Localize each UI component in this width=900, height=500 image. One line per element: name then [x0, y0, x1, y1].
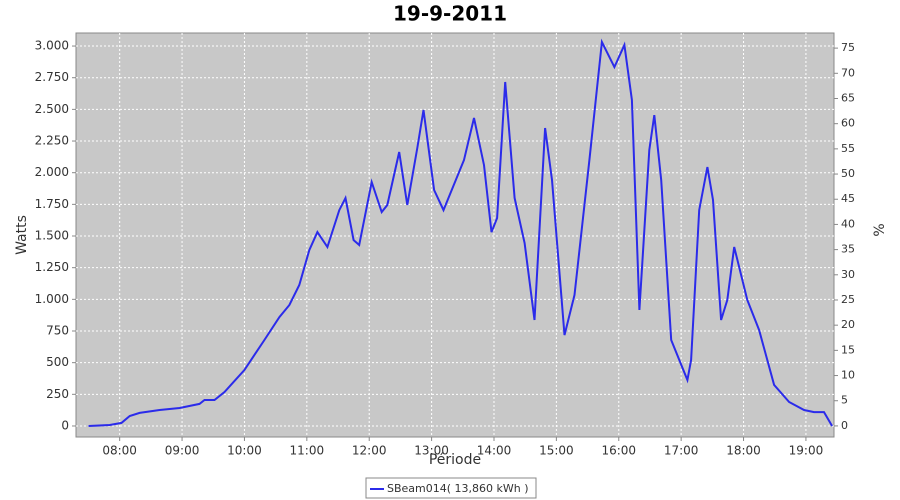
y-tick-label: 2.500	[35, 102, 69, 116]
x-tick-label: 19:00	[789, 444, 824, 458]
x-tick-label: 09:00	[165, 444, 200, 458]
y2-tick-label: 50	[841, 167, 855, 180]
x-tick-label: 13:00	[414, 444, 449, 458]
data-line	[88, 38, 833, 427]
x-tick-label: 15:00	[539, 444, 574, 458]
y2-tick-label: 55	[841, 142, 855, 155]
y-tick-label: 1.000	[35, 292, 69, 306]
y2-tick-label: 60	[841, 117, 855, 130]
y2-tick-label: 25	[841, 293, 855, 306]
x-tick-label: 08:00	[102, 444, 137, 458]
y2-tick-label: 75	[841, 41, 855, 54]
y2-tick-label: 70	[841, 66, 855, 79]
x-tick-label: 11:00	[290, 444, 325, 458]
y-tick-label: 500	[46, 355, 69, 369]
x-tick-label: 12:00	[352, 444, 387, 458]
y-tick-label: 1.250	[35, 260, 69, 274]
plot-area	[75, 32, 835, 438]
y-tick-label: 2.250	[35, 134, 69, 148]
y2-tick-label: 15	[841, 343, 855, 356]
y-tick-label: 250	[46, 387, 69, 401]
y-tick-label: 750	[46, 323, 69, 337]
y2-tick-label: 40	[841, 217, 855, 230]
y-tick-label: 2.750	[35, 70, 69, 84]
x-tick-label: 16:00	[601, 444, 636, 458]
y2-tick-label: 45	[841, 192, 855, 205]
y2-tick-label: 35	[841, 243, 855, 256]
y2-tick-label: 10	[841, 369, 855, 382]
y2-tick-label: 5	[841, 394, 848, 407]
x-axis-label: Période	[429, 452, 481, 468]
legend	[365, 477, 537, 499]
y2-axis-label: %	[872, 223, 888, 236]
x-tick-label: 17:00	[664, 444, 699, 458]
y-tick-label: 1.750	[35, 197, 69, 211]
y-tick-label: 2.000	[35, 165, 69, 179]
y2-tick-label: 30	[841, 268, 855, 281]
y-axis-label: Watts	[14, 215, 30, 255]
chart-title: 19-9-2011	[393, 2, 507, 26]
x-tick-label: 10:00	[227, 444, 262, 458]
y-tick-label: 3.000	[35, 39, 69, 53]
x-tick-label: 14:00	[477, 444, 512, 458]
y2-tick-label: 20	[841, 318, 855, 331]
x-tick-label: 18:00	[726, 444, 761, 458]
legend-label: SBeam014( 13,860 kWh )	[387, 482, 529, 495]
y-tick-label: 1.500	[35, 229, 69, 243]
y2-tick-label: 0	[841, 419, 848, 432]
y2-tick-label: 65	[841, 91, 855, 104]
y-tick-label: 0	[61, 418, 69, 432]
